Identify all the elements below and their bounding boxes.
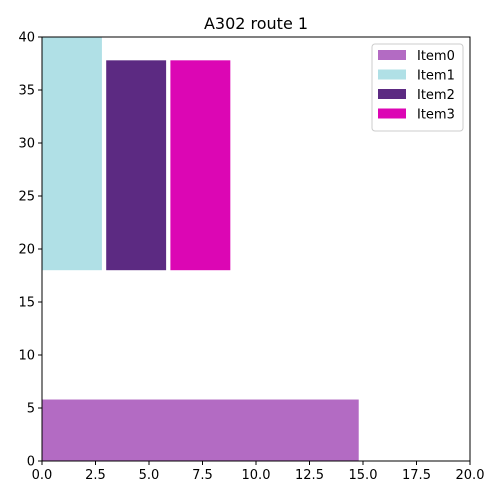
x-tick-label: 2.5	[85, 468, 106, 483]
bar-item0	[42, 399, 359, 461]
x-tick-label: 5.0	[139, 468, 160, 483]
x-tick-label: 15.0	[349, 468, 378, 483]
y-tick-label: 5	[27, 402, 35, 417]
x-tick-label: 20.0	[456, 468, 485, 483]
bar-item3	[170, 60, 231, 271]
x-tick-label: 10.0	[242, 468, 271, 483]
legend-swatch-item3	[378, 108, 406, 119]
x-tick-label: 0.0	[32, 468, 53, 483]
x-axis: 0.0 2.5 5.0 7.5 10.0 12.5 15.0 17.5 20.0	[32, 461, 485, 483]
y-tick-label: 40	[18, 31, 35, 46]
y-tick-label: 30	[18, 137, 35, 152]
y-tick-label: 20	[18, 243, 35, 258]
legend-label-item0: Item0	[417, 49, 455, 64]
legend-swatch-item0	[378, 50, 406, 60]
y-tick-label: 0	[27, 455, 35, 470]
y-axis: 0 5 10 15 20 25 30 35 40	[18, 31, 42, 470]
legend-label-item3: Item3	[417, 108, 455, 123]
y-tick-label: 10	[18, 349, 35, 364]
y-tick-label: 15	[18, 296, 35, 311]
x-tick-label: 12.5	[295, 468, 324, 483]
bars-layer	[42, 37, 359, 461]
chart-title: A302 route 1	[204, 14, 308, 33]
legend-swatch-item1	[378, 69, 406, 80]
y-tick-label: 25	[18, 190, 35, 205]
x-tick-label: 7.5	[192, 468, 213, 483]
y-tick-label: 35	[18, 84, 35, 99]
legend-label-item2: Item2	[417, 88, 455, 103]
legend-label-item1: Item1	[417, 69, 455, 84]
legend: Item0 Item1 Item2 Item3	[371, 43, 464, 132]
legend-swatch-item2	[378, 89, 406, 99]
bar-item2	[106, 60, 167, 271]
bar-item1	[42, 37, 102, 271]
x-tick-label: 17.5	[402, 468, 431, 483]
